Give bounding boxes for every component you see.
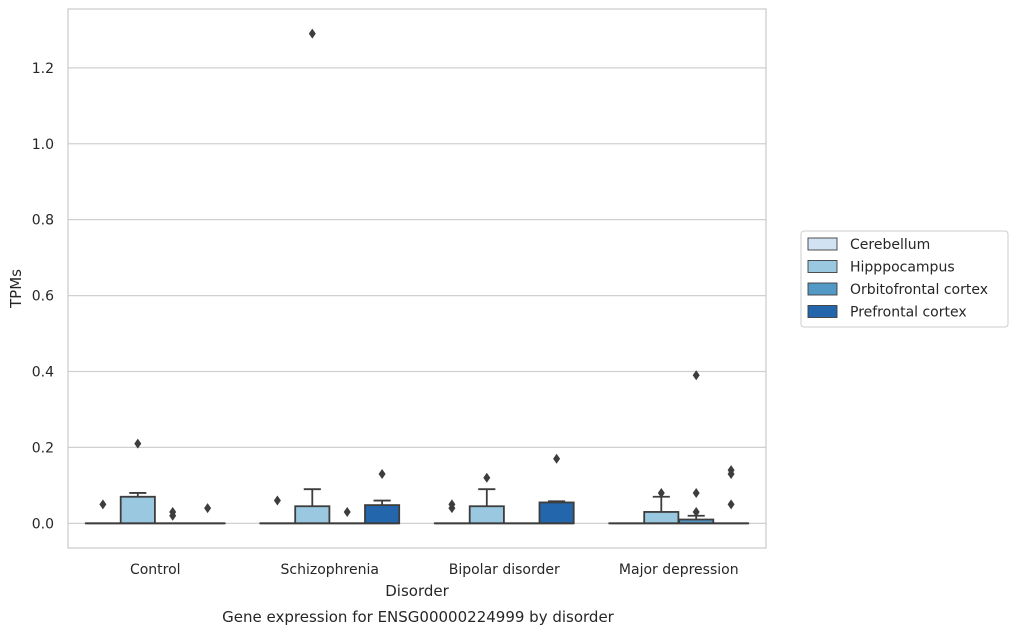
outlier-point [657,487,665,498]
x-tick-label: Control [130,562,181,578]
outlier-point [169,506,177,517]
box [468,505,505,525]
box [119,495,156,525]
outlier-point [692,487,700,498]
outlier-point [204,503,212,514]
box [643,511,680,525]
x-tick-labels: Control Schizophrenia Bipolar disorder Majo… [130,562,739,578]
chart-title: Gene expression for ENSG00000224999 by d… [222,608,615,626]
outlier-point [727,465,735,476]
legend-label: Cerebellum [850,237,930,253]
box-cerebellum [84,499,121,525]
outlier-point [553,453,561,464]
box-hipppocampus [643,487,680,525]
outlier-point [378,468,386,479]
box-hipppocampus [468,472,505,525]
box-hipppocampus [294,28,331,525]
y-tick-label: 0.8 [32,213,54,229]
box-orbitofrontal-cortex [678,370,715,525]
y-gridlines [68,67,766,524]
box-orbitofrontal-cortex [329,506,366,525]
legend: Cerebellum Hipppocampus Orbitofrontal cort… [800,230,1009,328]
legend-frame [800,230,1009,328]
box [294,505,331,525]
x-tick-label: Major depression [619,562,739,578]
box-prefrontal-cortex [538,453,575,525]
legend-label: Hipppocampus [850,260,955,276]
outlier-point [134,438,142,449]
outlier-point [448,499,456,510]
box-prefrontal-cortex [189,503,226,525]
outlier-point [692,370,700,381]
plot-frame [67,8,767,549]
y-tick-label: 0.0 [32,516,54,532]
box-orbitofrontal-cortex [154,506,191,525]
x-tick-label: Schizophrenia [281,562,379,578]
y-tick-labels: 0.0 0.2 0.4 0.6 0.8 1.0 1.2 [32,61,54,532]
box-cerebellum [433,499,470,525]
y-tick-label: 1.0 [32,137,54,153]
box-cerebellum [259,495,296,525]
y-tick-label: 0.2 [32,440,54,456]
legend-swatch [807,282,838,296]
x-axis-label: Disorder [385,582,449,600]
outlier-point [483,472,491,483]
outlier-point [308,28,316,39]
legend-swatch [807,305,838,318]
y-tick-label: 0.4 [32,364,54,380]
box-prefrontal-cortex [364,468,401,525]
box-plots [84,28,750,525]
outlier-point [727,499,735,510]
box-hipppocampus [119,438,156,525]
y-tick-label: 1.2 [32,61,54,77]
box [538,501,575,525]
legend-label: Orbitofrontal cortex [850,282,988,298]
box [364,504,401,525]
legend-swatch [807,237,838,251]
box-prefrontal-cortex [713,465,750,525]
y-tick-label: 0.6 [32,289,54,305]
outlier-point [692,506,700,517]
legend-swatch [807,260,838,273]
outlier-point [343,506,351,517]
x-tick-label: Bipolar disorder [449,562,560,578]
legend-label: Prefrontal cortex [850,305,967,321]
outlier-point [99,499,107,510]
y-axis-label: TPMs [7,269,25,309]
outlier-point [273,495,281,506]
